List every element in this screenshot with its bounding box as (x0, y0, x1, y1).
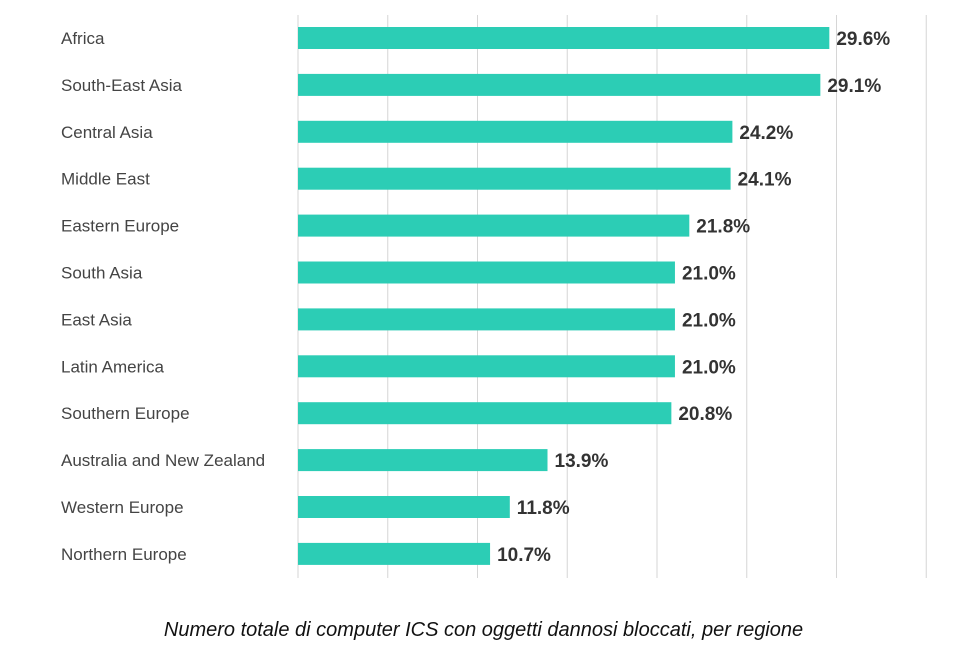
category-label: Western Europe (61, 498, 184, 517)
bar-africa (298, 27, 830, 49)
value-label: 24.1% (738, 170, 792, 191)
grid-lines (297, 15, 927, 578)
bar-central-asia (298, 120, 733, 143)
bar-east-asia (298, 308, 675, 331)
bar-chart: Africa South-East Asia Central Asia Middle … (61, 15, 927, 578)
category-label: Latin America (61, 357, 165, 376)
value-label: 21.8% (696, 217, 750, 238)
category-label: South-East Asia (61, 76, 183, 95)
bar-eastern-europe (298, 214, 690, 237)
value-label: 11.8% (517, 498, 570, 519)
category-label: Middle East (61, 170, 150, 189)
value-label: 10.7% (497, 545, 551, 566)
value-label: 24.2% (739, 123, 793, 144)
value-label: 21.0% (682, 310, 736, 331)
value-labels: 29.6% 29.1% 24.2% 24.1% 21.8% 21.0% 21.0% 21.0%… (497, 29, 890, 566)
value-label: 21.0% (682, 357, 736, 378)
category-labels: Africa South-East Asia Central Asia Middle … (61, 29, 265, 564)
category-label: Australia and New Zealand (61, 451, 265, 470)
value-label: 21.0% (682, 264, 736, 285)
value-label: 29.1% (827, 76, 881, 97)
chart-caption: Numero totale di computer ICS con oggett… (163, 619, 804, 641)
bar-south-east-asia (298, 73, 821, 96)
bar-latin-america (298, 355, 675, 378)
bar-southern-europe (298, 402, 672, 425)
category-label: South Asia (61, 264, 143, 283)
value-label: 20.8% (678, 404, 732, 425)
bar-middle-east (298, 167, 731, 190)
value-label: 13.9% (555, 451, 609, 472)
category-label: Northern Europe (61, 545, 187, 564)
category-label: Eastern Europe (61, 217, 179, 236)
bar-australia-and-new-zealand (298, 449, 548, 472)
bar-south-asia (298, 261, 675, 284)
value-label: 29.6% (836, 29, 890, 50)
category-label: East Asia (61, 310, 132, 329)
category-label: Southern Europe (61, 404, 190, 423)
bar-western-europe (298, 496, 510, 518)
bar-northern-europe (298, 542, 491, 565)
bars (298, 27, 830, 565)
category-label: Africa (61, 29, 105, 48)
category-label: Central Asia (61, 123, 153, 142)
